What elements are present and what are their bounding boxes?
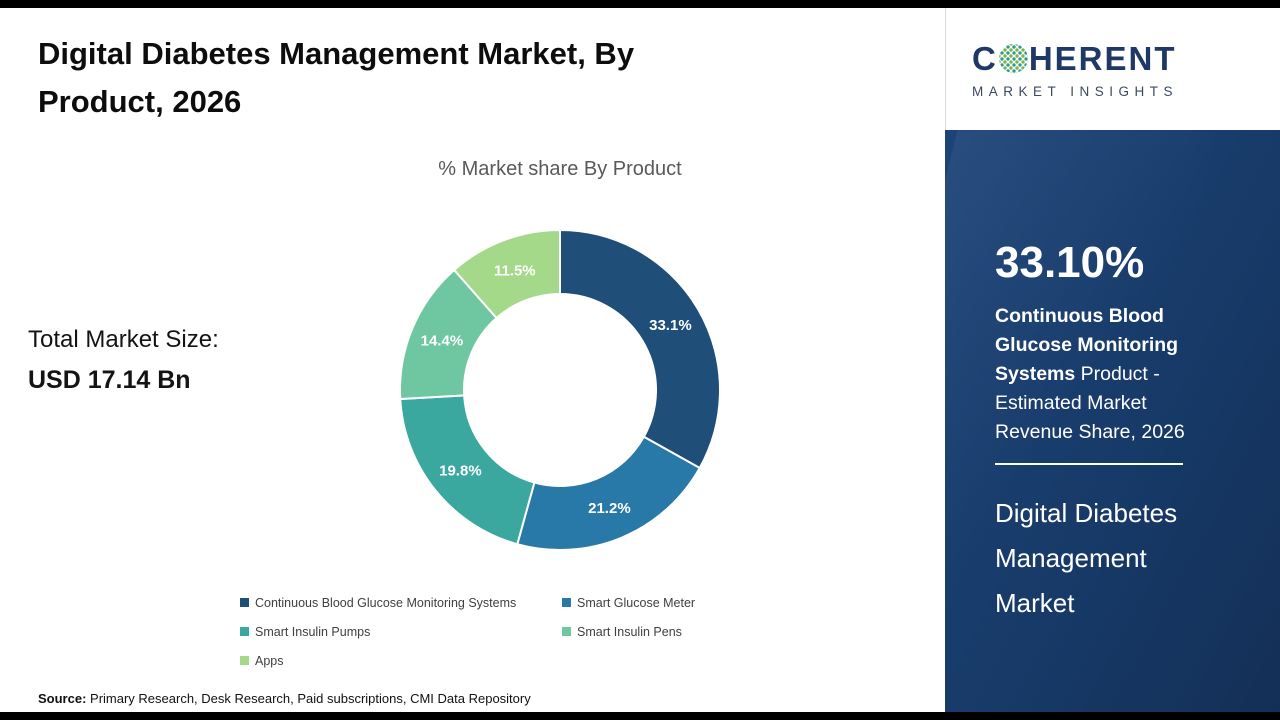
highlight-percentage: 33.10% xyxy=(995,238,1145,287)
slice-percentage-label: 33.1% xyxy=(649,317,692,334)
bottom-border-bar xyxy=(0,712,1280,720)
chart-legend: Continuous Blood Glucose Monitoring Syst… xyxy=(240,596,900,668)
top-border-bar xyxy=(0,0,1280,8)
legend-item[interactable]: Continuous Blood Glucose Monitoring Syst… xyxy=(240,596,562,610)
total-market-size-label: Total Market Size: xyxy=(28,326,219,353)
right-panel: C HERENT MARKET INSIGHTS 33.10% Continuo… xyxy=(945,8,1280,712)
legend-label: Smart Insulin Pumps xyxy=(255,625,371,639)
highlight-description: Continuous Blood Glucose Monitoring Syst… xyxy=(995,302,1215,447)
total-market-size: Total Market Size: USD 17.14 Bn xyxy=(28,326,219,395)
legend-swatch xyxy=(562,598,571,607)
donut-slice[interactable] xyxy=(559,228,721,470)
legend-label: Continuous Blood Glucose Monitoring Syst… xyxy=(255,596,517,610)
legend-item[interactable]: Apps xyxy=(240,654,562,668)
company-logo: C HERENT MARKET INSIGHTS xyxy=(945,8,1280,130)
page-title: Digital Diabetes Management Market, By P… xyxy=(38,36,635,120)
donut-slice[interactable] xyxy=(452,228,561,320)
slice-percentage-label: 14.4% xyxy=(421,333,464,350)
source-label: Source: xyxy=(38,691,87,706)
globe-icon xyxy=(998,44,1028,73)
slice-percentage-label: 19.8% xyxy=(439,462,482,479)
legend-item[interactable]: Smart Glucose Meter xyxy=(562,596,900,610)
highlight-description-bold: Continuous Blood Glucose Monitoring Syst… xyxy=(995,305,1179,385)
legend-swatch xyxy=(240,627,249,636)
legend-swatch xyxy=(240,656,249,665)
donut-slice[interactable] xyxy=(516,435,702,551)
legend-swatch xyxy=(240,598,249,607)
legend-item[interactable]: Smart Insulin Pens xyxy=(562,625,900,639)
divider-line xyxy=(995,463,1183,465)
legend-label: Smart Insulin Pens xyxy=(577,625,682,639)
highlight-description-rest: Product - Estimated Market Revenue Share… xyxy=(995,363,1185,443)
slice-percentage-label: 11.5% xyxy=(494,262,536,279)
highlight-panel: 33.10% Continuous Blood Glucose Monitori… xyxy=(945,130,1280,712)
logo-tagline: MARKET INSIGHTS xyxy=(972,83,1179,99)
logo-brand-suffix: HERENT xyxy=(1028,39,1177,77)
legend-swatch xyxy=(562,627,571,636)
source-text: Primary Research, Desk Research, Paid su… xyxy=(86,691,531,706)
source-note: Source: Primary Research, Desk Research,… xyxy=(38,691,531,706)
market-name: Digital Diabetes Management Market xyxy=(995,498,1178,618)
legend-label: Apps xyxy=(255,654,284,668)
slice-percentage-label: 21.2% xyxy=(588,500,631,517)
legend-item[interactable]: Smart Insulin Pumps xyxy=(240,625,562,639)
total-market-size-value: USD 17.14 Bn xyxy=(28,366,191,394)
donut-chart: 33.1% 21.2% 19.8% 14.4% 11.5% xyxy=(399,228,721,551)
chart-title: % Market share By Product xyxy=(438,158,682,180)
logo-brand-prefix: C xyxy=(972,39,998,77)
legend-label: Smart Glucose Meter xyxy=(577,596,696,610)
logo-brand: C HERENT xyxy=(972,40,1280,78)
